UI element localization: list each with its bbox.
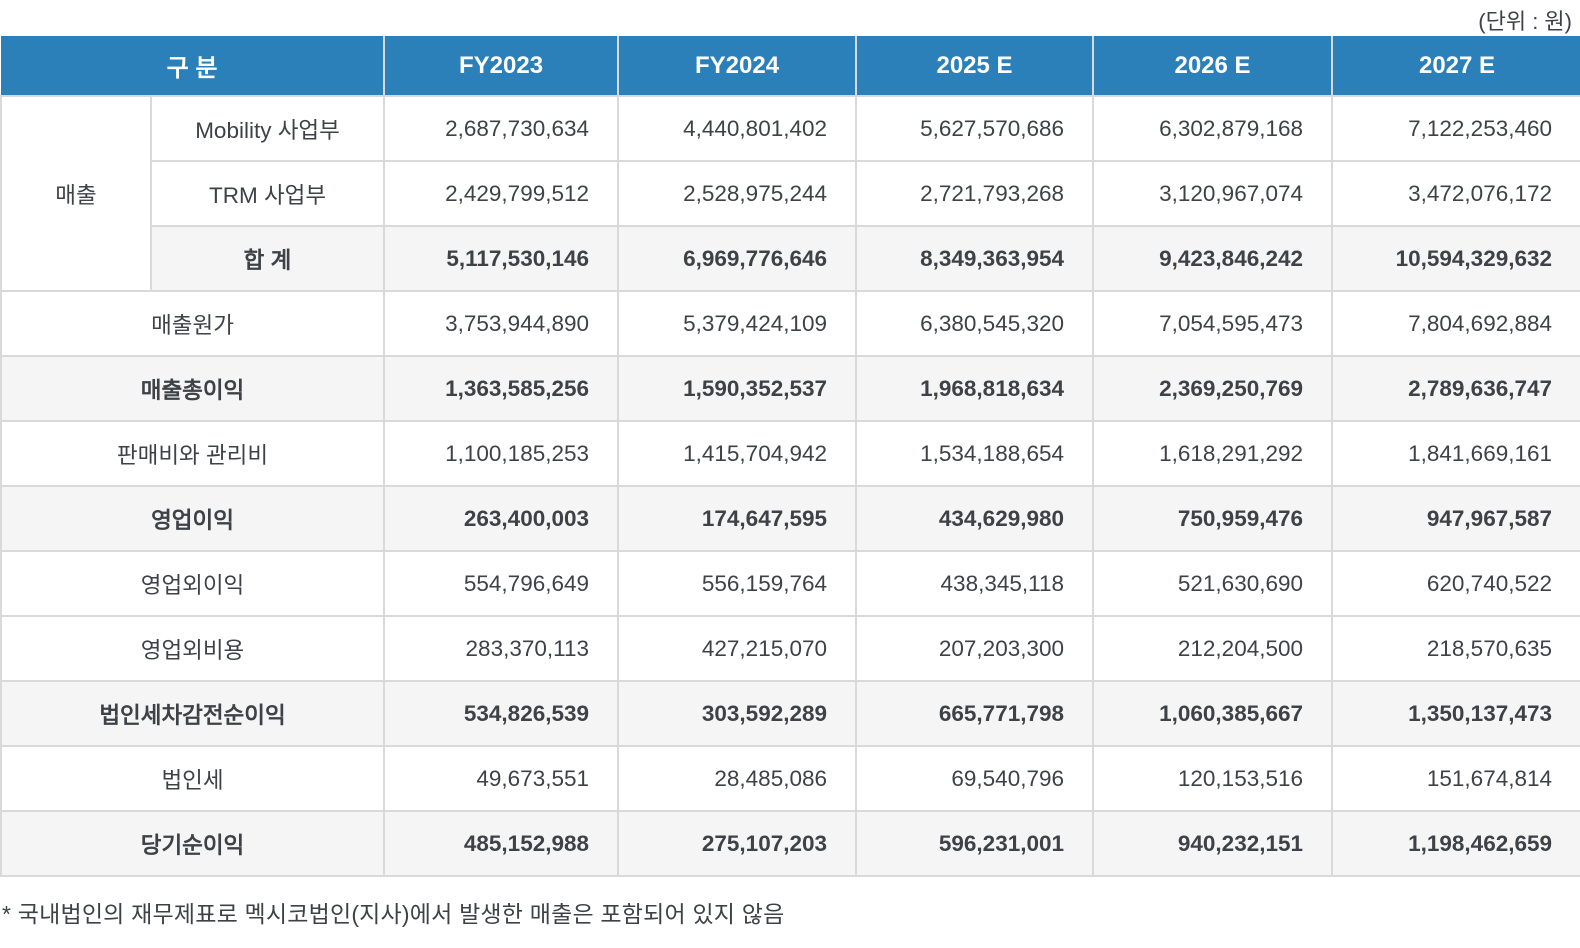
- cell-value: 6,969,776,646: [617, 225, 858, 292]
- header-fy2023: FY2023: [383, 36, 620, 97]
- row-operating-profit: 영업이익 263,400,003 174,647,595 434,629,980…: [0, 485, 1580, 552]
- financial-statement-table: 구 분 FY2023 FY2024 2025 E 2026 E 2027 E 매…: [0, 36, 1580, 877]
- footnote: * 국내법인의 재무제표로 멕시코법인(지사)에서 발생한 매출은 포함되어 있…: [2, 901, 785, 927]
- cell-value: 5,627,570,686: [855, 95, 1095, 162]
- cell-value: 1,841,669,161: [1331, 420, 1580, 487]
- cell-value: 3,753,944,890: [383, 290, 620, 357]
- cell-value: 1,590,352,537: [617, 355, 858, 422]
- cell-value: 2,369,250,769: [1092, 355, 1334, 422]
- row-non-operating-expenses: 영업외비용 283,370,113 427,215,070 207,203,30…: [0, 615, 1580, 682]
- cell-value: 5,379,424,109: [617, 290, 858, 357]
- header-2025e: 2025 E: [855, 36, 1095, 97]
- cell-value: 521,630,690: [1092, 550, 1334, 617]
- cell-value: 174,647,595: [617, 485, 858, 552]
- cell-value: 427,215,070: [617, 615, 858, 682]
- revenue-group-cell: 매출: [0, 95, 152, 292]
- row-label: 영업이익: [0, 485, 386, 552]
- row-label: 법인세: [0, 745, 386, 812]
- cell-value: 434,629,980: [855, 485, 1095, 552]
- cell-value: 534,826,539: [383, 680, 620, 747]
- cell-value: 3,472,076,172: [1331, 160, 1580, 227]
- row-cogs: 매출원가 3,753,944,890 5,379,424,109 6,380,5…: [0, 290, 1580, 357]
- cell-value: 5,117,530,146: [383, 225, 620, 292]
- cell-value: 665,771,798: [855, 680, 1095, 747]
- cell-value: 438,345,118: [855, 550, 1095, 617]
- cell-value: 947,967,587: [1331, 485, 1580, 552]
- cell-value: 212,204,500: [1092, 615, 1334, 682]
- cell-value: 1,968,818,634: [855, 355, 1095, 422]
- row-label: Mobility 사업부: [149, 95, 386, 162]
- cell-value: 2,687,730,634: [383, 95, 620, 162]
- cell-value: 3,120,967,074: [1092, 160, 1334, 227]
- cell-value: 9,423,846,242: [1092, 225, 1334, 292]
- row-label: 법인세차감전순이익: [0, 680, 386, 747]
- header-2026e: 2026 E: [1092, 36, 1334, 97]
- header-row: 구 분 FY2023 FY2024 2025 E 2026 E 2027 E: [1, 36, 1580, 97]
- row-non-operating-income: 영업외이익 554,796,649 556,159,764 438,345,11…: [0, 550, 1580, 617]
- cell-value: 69,540,796: [855, 745, 1095, 812]
- cell-value: 554,796,649: [383, 550, 620, 617]
- cell-value: 218,570,635: [1331, 615, 1580, 682]
- row-label: 매출원가: [0, 290, 386, 357]
- cell-value: 1,060,385,667: [1092, 680, 1334, 747]
- cell-value: 2,721,793,268: [855, 160, 1095, 227]
- cell-value: 485,152,988: [383, 810, 620, 877]
- row-revenue-mobility: 매출 Mobility 사업부 2,687,730,634 4,440,801,…: [0, 95, 1580, 292]
- row-label: 매출총이익: [0, 355, 386, 422]
- row-label: 당기순이익: [0, 810, 386, 877]
- row-pretax-profit: 법인세차감전순이익 534,826,539 303,592,289 665,77…: [0, 680, 1580, 747]
- cell-value: 1,363,585,256: [383, 355, 620, 422]
- cell-value: 4,440,801,402: [617, 95, 858, 162]
- cell-value: 7,122,253,460: [1331, 95, 1580, 162]
- row-label: 판매비와 관리비: [0, 420, 386, 487]
- cell-value: 1,198,462,659: [1331, 810, 1580, 877]
- row-label: 영업외비용: [0, 615, 386, 682]
- cell-value: 6,302,879,168: [1092, 95, 1334, 162]
- cell-value: 940,232,151: [1092, 810, 1334, 877]
- row-sgna: 판매비와 관리비 1,100,185,253 1,415,704,942 1,5…: [0, 420, 1580, 487]
- row-label: 합 계: [149, 225, 386, 292]
- cell-value: 6,380,545,320: [855, 290, 1095, 357]
- cell-value: 263,400,003: [383, 485, 620, 552]
- row-label: 영업외이익: [0, 550, 386, 617]
- cell-value: 1,618,291,292: [1092, 420, 1334, 487]
- header-fy2024: FY2024: [617, 36, 858, 97]
- cell-value: 2,789,636,747: [1331, 355, 1580, 422]
- cell-value: 207,203,300: [855, 615, 1095, 682]
- cell-value: 120,153,516: [1092, 745, 1334, 812]
- row-net-income: 당기순이익 485,152,988 275,107,203 596,231,00…: [0, 810, 1580, 877]
- row-revenue-total: 합 계 5,117,530,146 6,969,776,646 8,349,36…: [1, 225, 1580, 292]
- unit-label: (단위 : 원): [1478, 9, 1572, 34]
- cell-value: 28,485,086: [617, 745, 858, 812]
- cell-value: 10,594,329,632: [1331, 225, 1580, 292]
- cell-value: 596,231,001: [855, 810, 1095, 877]
- cell-value: 283,370,113: [383, 615, 620, 682]
- row-label: TRM 사업부: [149, 160, 386, 227]
- cell-value: 303,592,289: [617, 680, 858, 747]
- cell-value: 1,534,188,654: [855, 420, 1095, 487]
- cell-value: 49,673,551: [383, 745, 620, 812]
- cell-value: 8,349,363,954: [855, 225, 1095, 292]
- row-revenue-trm: TRM 사업부 2,429,799,512 2,528,975,244 2,72…: [1, 160, 1580, 227]
- cell-value: 1,100,185,253: [383, 420, 620, 487]
- cell-value: 7,804,692,884: [1331, 290, 1580, 357]
- cell-value: 1,415,704,942: [617, 420, 858, 487]
- cell-value: 750,959,476: [1092, 485, 1334, 552]
- header-category: 구 분: [1, 36, 386, 97]
- cell-value: 151,674,814: [1331, 745, 1580, 812]
- cell-value: 2,528,975,244: [617, 160, 858, 227]
- header-2027e: 2027 E: [1331, 36, 1580, 97]
- cell-value: 2,429,799,512: [383, 160, 620, 227]
- row-corporate-tax: 법인세 49,673,551 28,485,086 69,540,796 120…: [0, 745, 1580, 812]
- cell-value: 620,740,522: [1331, 550, 1580, 617]
- cell-value: 275,107,203: [617, 810, 858, 877]
- cell-value: 556,159,764: [617, 550, 858, 617]
- row-gross-profit: 매출총이익 1,363,585,256 1,590,352,537 1,968,…: [0, 355, 1580, 422]
- cell-value: 7,054,595,473: [1092, 290, 1334, 357]
- cell-value: 1,350,137,473: [1331, 680, 1580, 747]
